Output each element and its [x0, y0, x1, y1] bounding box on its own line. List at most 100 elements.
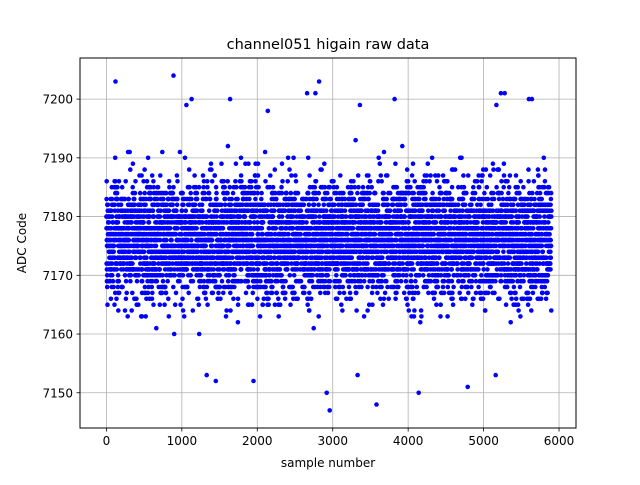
data-point — [417, 197, 422, 202]
data-point — [212, 173, 217, 178]
data-point — [365, 285, 370, 290]
data-point — [154, 326, 159, 331]
data-point — [478, 203, 483, 208]
data-point — [239, 156, 244, 161]
data-point — [399, 208, 404, 213]
data-point — [283, 279, 288, 284]
data-point — [476, 267, 481, 272]
data-point — [143, 314, 148, 319]
data-point — [214, 214, 219, 219]
data-point — [174, 291, 179, 296]
data-point — [412, 308, 417, 313]
data-point — [317, 191, 322, 196]
data-point — [280, 214, 285, 219]
data-point — [405, 267, 410, 272]
data-point — [283, 291, 288, 296]
data-point — [125, 314, 130, 319]
data-point — [239, 173, 244, 178]
data-point — [271, 185, 276, 190]
data-point — [396, 285, 401, 290]
data-point — [306, 156, 311, 161]
data-point — [349, 297, 354, 302]
data-point — [450, 185, 455, 190]
data-point — [161, 279, 166, 284]
data-point — [384, 197, 389, 202]
data-point — [266, 302, 271, 307]
data-point — [279, 185, 284, 190]
data-point — [251, 291, 256, 296]
data-point — [221, 179, 226, 184]
data-point — [450, 297, 455, 302]
data-point — [216, 291, 221, 296]
data-point — [221, 226, 226, 231]
data-point — [403, 197, 408, 202]
data-point — [197, 332, 202, 337]
data-point — [439, 191, 444, 196]
data-point — [167, 179, 172, 184]
data-point — [187, 167, 192, 172]
data-point — [438, 314, 443, 319]
data-point — [284, 191, 289, 196]
data-point — [140, 279, 145, 284]
data-point — [312, 203, 317, 208]
data-point — [228, 308, 233, 313]
data-point — [441, 173, 446, 178]
data-point — [353, 138, 358, 143]
data-point — [437, 197, 442, 202]
data-point — [388, 208, 393, 213]
data-point — [337, 279, 342, 284]
data-point — [226, 279, 231, 284]
data-point — [207, 191, 212, 196]
data-point — [445, 179, 450, 184]
data-point — [150, 285, 155, 290]
data-point — [327, 267, 332, 272]
data-point — [470, 302, 475, 307]
data-point — [402, 214, 407, 219]
data-point — [150, 291, 155, 296]
data-point — [204, 297, 209, 302]
data-point — [343, 208, 348, 213]
data-point — [274, 226, 279, 231]
data-point — [229, 197, 234, 202]
data-point — [404, 297, 409, 302]
data-point — [307, 291, 312, 296]
data-point — [258, 314, 263, 319]
data-point — [168, 226, 173, 231]
data-point — [124, 297, 129, 302]
data-point — [471, 185, 476, 190]
data-point — [281, 285, 286, 290]
data-point — [210, 179, 215, 184]
data-point — [442, 279, 447, 284]
data-point — [419, 308, 424, 313]
data-point — [236, 320, 241, 325]
data-point — [395, 185, 400, 190]
data-point — [224, 314, 229, 319]
data-point — [314, 197, 319, 202]
data-point — [305, 302, 310, 307]
data-point — [306, 191, 311, 196]
data-point — [324, 208, 329, 213]
data-point — [310, 279, 315, 284]
data-point — [260, 226, 265, 231]
data-point — [466, 291, 471, 296]
data-point — [387, 261, 392, 266]
data-point — [443, 208, 448, 213]
data-point — [286, 232, 291, 237]
data-point — [239, 179, 244, 184]
data-point — [369, 185, 374, 190]
data-point — [217, 273, 222, 278]
data-point — [150, 297, 155, 302]
data-point — [178, 150, 183, 155]
data-point — [185, 285, 190, 290]
data-point — [376, 156, 381, 161]
data-point — [365, 261, 370, 266]
data-point — [307, 308, 312, 313]
data-point — [400, 261, 405, 266]
data-point — [186, 291, 191, 296]
data-point — [331, 179, 336, 184]
data-point — [213, 279, 218, 284]
data-point — [192, 173, 197, 178]
data-point — [175, 173, 180, 178]
data-point — [367, 191, 372, 196]
data-point — [421, 185, 426, 190]
